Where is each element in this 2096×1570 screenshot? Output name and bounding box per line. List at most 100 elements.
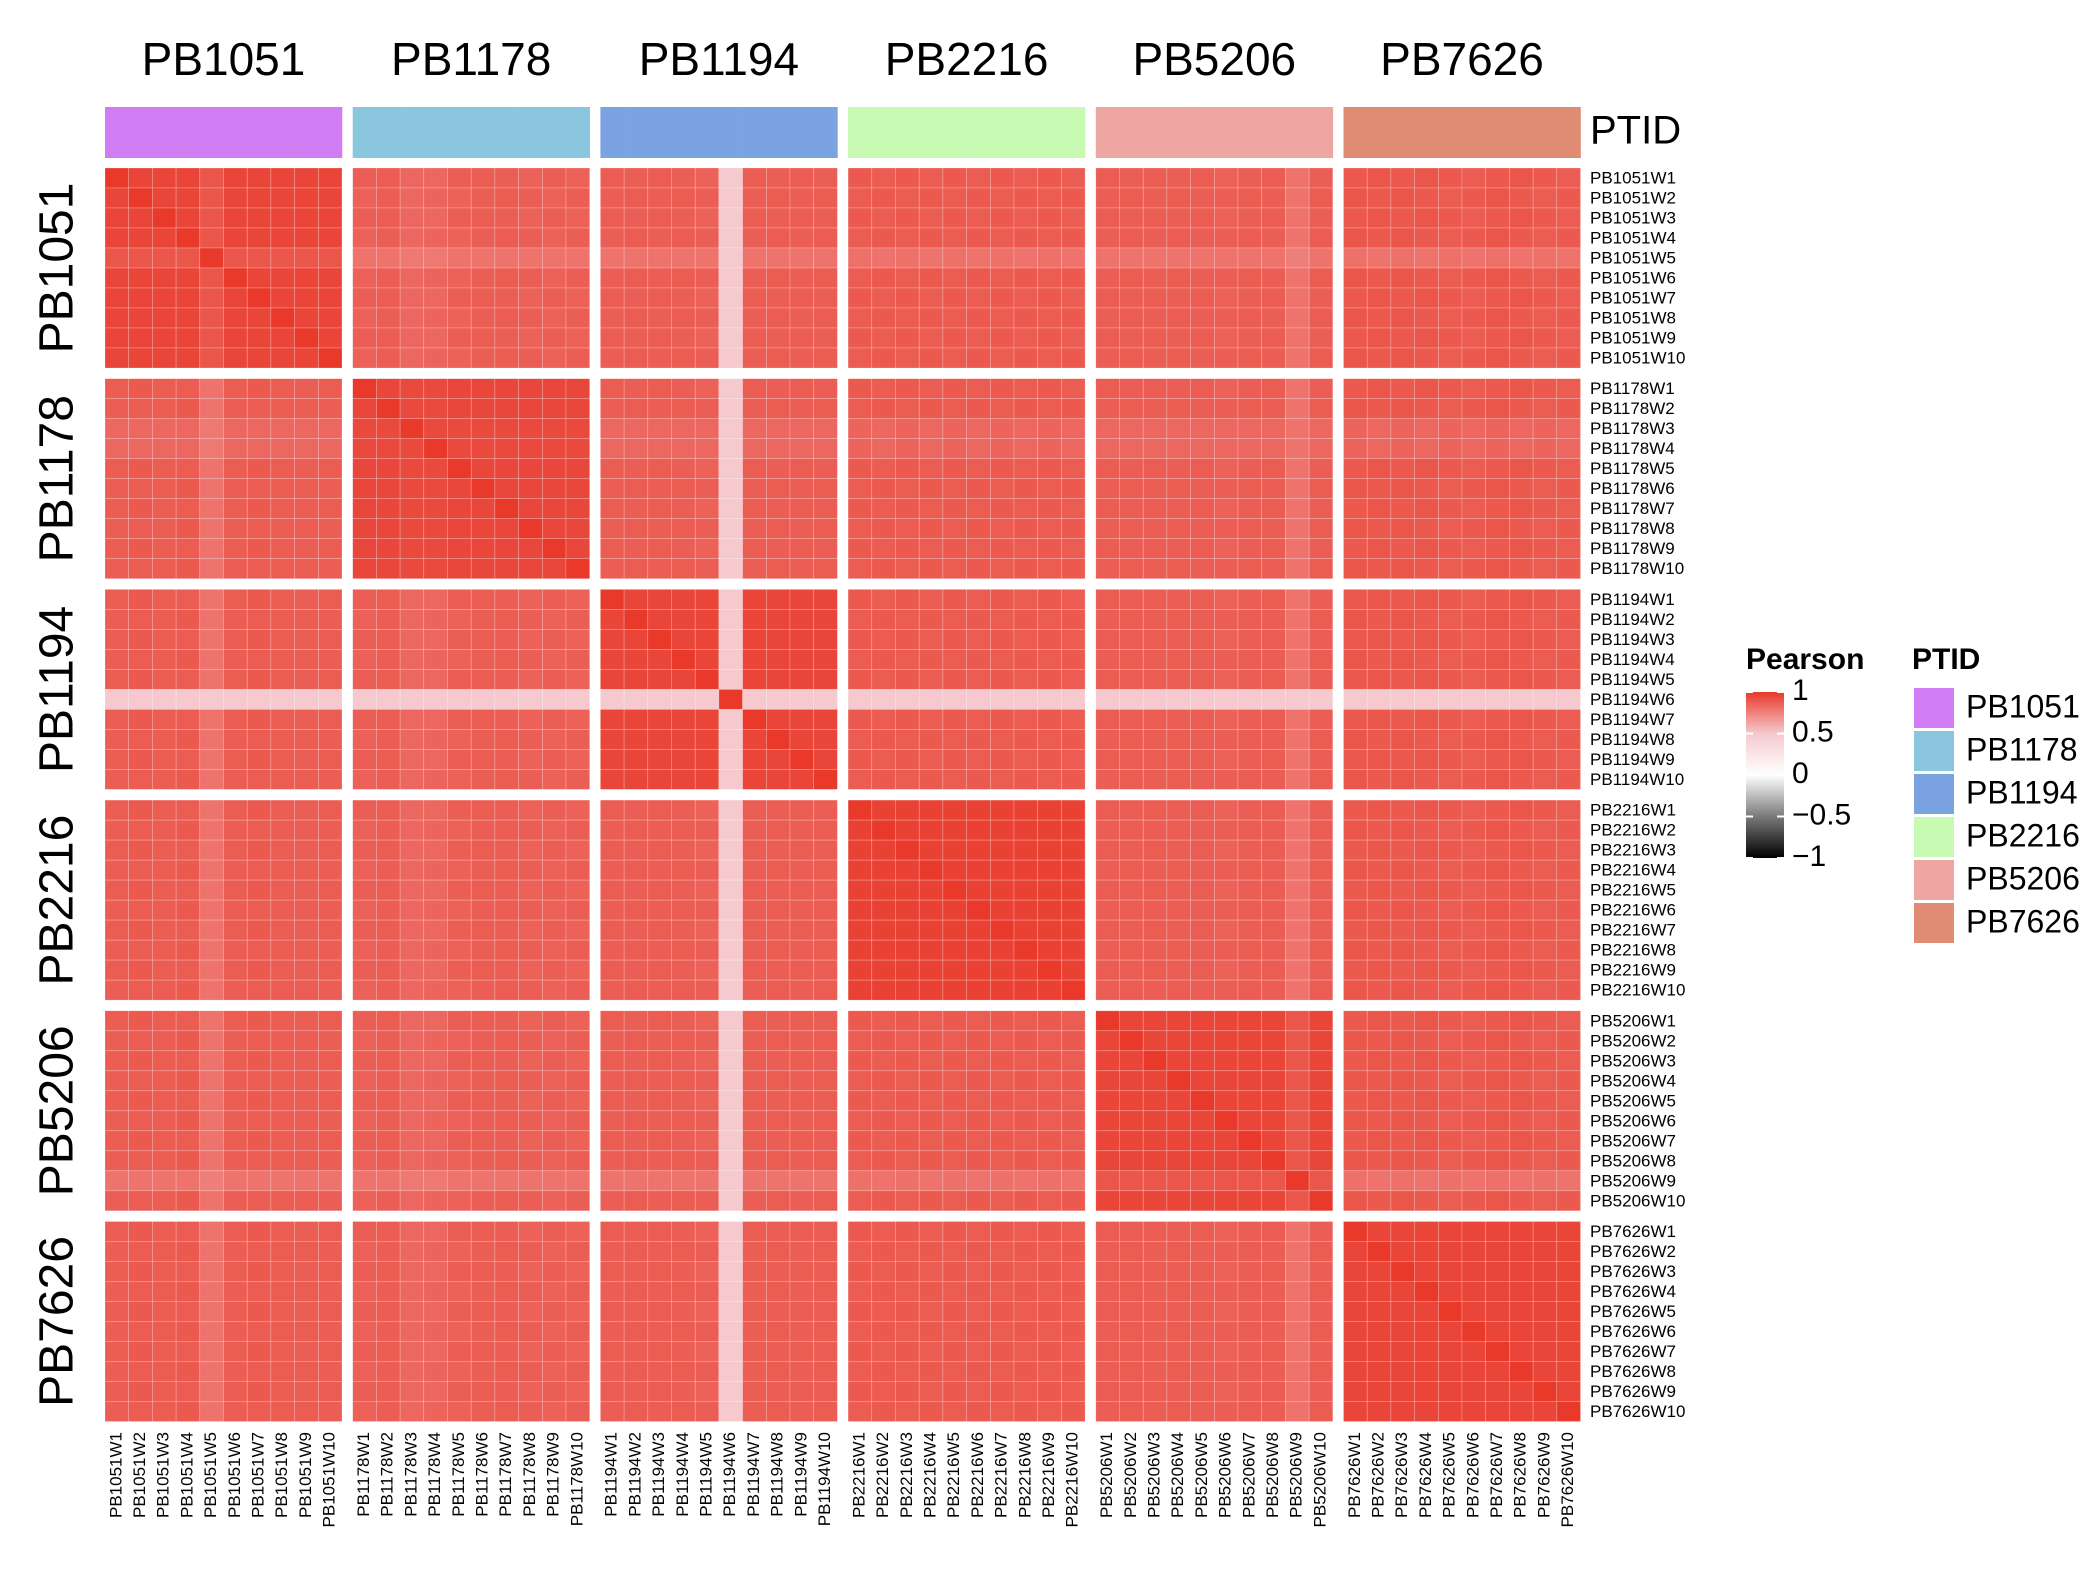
heatmap-cell: [1414, 589, 1439, 610]
heatmap-cell: [1532, 749, 1558, 770]
heatmap-cell: [989, 518, 1015, 540]
heatmap-cell: [942, 669, 967, 690]
heatmap-cell: [152, 1090, 177, 1112]
heatmap-cell: [494, 769, 519, 790]
heatmap-cell: [1556, 398, 1581, 420]
heatmap-cell: [199, 478, 224, 500]
heatmap-cell: [1343, 1221, 1368, 1242]
heatmap-cell: [494, 919, 519, 941]
heatmap-cell: [694, 709, 720, 730]
heatmap-cell: [294, 398, 319, 420]
heatmap-cell: [718, 538, 743, 560]
heatmap-cell: [742, 899, 767, 921]
heatmap-cell: [895, 1170, 920, 1192]
heatmap-cell: [1061, 187, 1086, 209]
heatmap-cell: [423, 227, 448, 249]
row-label: PB1194W7: [1590, 710, 1675, 729]
heatmap-cell: [494, 458, 519, 480]
heatmap-cell: [1061, 709, 1086, 730]
heatmap-cell: [1261, 247, 1286, 269]
heatmap-cell: [199, 438, 224, 460]
heatmap-cell: [175, 819, 201, 841]
heatmap-cell: [1190, 749, 1215, 770]
heatmap-cell: [175, 1261, 201, 1282]
heatmap-cell: [199, 418, 224, 440]
heatmap-cell: [647, 1150, 672, 1172]
heatmap-cell: [128, 267, 153, 289]
heatmap-cell: [600, 799, 625, 821]
heatmap-cell: [541, 1241, 567, 1262]
heatmap-cell: [1285, 1190, 1310, 1212]
heatmap-cell: [518, 518, 543, 540]
heatmap-cell: [1190, 979, 1215, 1001]
heatmap-cell: [989, 187, 1015, 209]
heatmap-cell: [1119, 1301, 1144, 1322]
heatmap-cell: [1214, 458, 1239, 480]
heatmap-cell: [175, 649, 201, 670]
heatmap-cell: [1509, 167, 1534, 189]
heatmap-cell: [376, 207, 401, 229]
heatmap-cell: [1343, 418, 1368, 440]
heatmap-cell: [1237, 1361, 1263, 1382]
heatmap-cell: [765, 1321, 791, 1342]
heatmap-cell: [294, 187, 319, 209]
heatmap-cell: [565, 1281, 591, 1302]
heatmap-cell: [600, 1110, 625, 1132]
heatmap-cell: [1013, 1221, 1039, 1242]
heatmap-cell: [565, 538, 591, 560]
heatmap-cell: [1142, 589, 1168, 610]
heatmap-cell: [447, 1341, 472, 1362]
heatmap-cell: [847, 939, 873, 961]
row-label: PB7626W2: [1590, 1242, 1676, 1261]
heatmap-cell: [494, 267, 519, 289]
heatmap-cell: [470, 438, 496, 460]
heatmap-cell: [765, 979, 791, 1001]
heatmap-cell: [895, 819, 920, 841]
heatmap-cell: [647, 498, 672, 520]
heatmap-cell: [1308, 899, 1334, 921]
heatmap-cell: [1261, 649, 1286, 670]
heatmap-cell: [1532, 287, 1558, 309]
heatmap-cell: [423, 1030, 448, 1052]
heatmap-cell: [1390, 649, 1415, 670]
heatmap-cell: [1142, 478, 1168, 500]
heatmap-cell: [294, 378, 319, 400]
heatmap-cell: [1308, 1110, 1334, 1132]
heatmap-cell: [399, 1401, 425, 1422]
heatmap-cell: [789, 1381, 815, 1402]
row-label: PB1194W1: [1590, 590, 1675, 609]
heatmap-cell: [104, 669, 130, 690]
heatmap-cell: [294, 347, 319, 369]
heatmap-cell: [1390, 839, 1415, 861]
heatmap-cell: [175, 418, 201, 440]
row-label: PB5206W2: [1590, 1031, 1676, 1050]
heatmap-cell: [376, 558, 401, 580]
heatmap-cell: [1366, 1070, 1392, 1092]
heatmap-cell: [847, 1301, 873, 1322]
heatmap-cell: [246, 187, 272, 209]
heatmap-cell: [847, 1401, 873, 1422]
heatmap-cell: [1390, 187, 1415, 209]
heatmap-cell: [765, 799, 791, 821]
heatmap-cell: [1013, 1170, 1039, 1192]
heatmap-cell: [789, 729, 815, 750]
heatmap-cell: [565, 1321, 591, 1342]
heatmap-cell: [918, 1401, 944, 1422]
heatmap-cell: [223, 438, 248, 460]
heatmap-cell: [1166, 1190, 1191, 1212]
heatmap-cell: [942, 799, 967, 821]
heatmap-cell: [847, 649, 873, 670]
heatmap-cell: [1343, 709, 1368, 730]
heatmap-cell: [1509, 879, 1534, 901]
heatmap-cell: [352, 498, 377, 520]
heatmap-cell: [623, 1010, 649, 1032]
heatmap-cell: [447, 327, 472, 349]
heatmap-cell: [895, 187, 920, 209]
heatmap-cell: [1190, 1361, 1215, 1382]
heatmap-cell: [352, 1401, 377, 1422]
column-group-title: PB7626: [1380, 33, 1544, 85]
heatmap-cell: [447, 839, 472, 861]
heatmap-cell: [317, 1110, 343, 1132]
heatmap-cell: [1142, 799, 1168, 821]
heatmap-cell: [1556, 879, 1581, 901]
